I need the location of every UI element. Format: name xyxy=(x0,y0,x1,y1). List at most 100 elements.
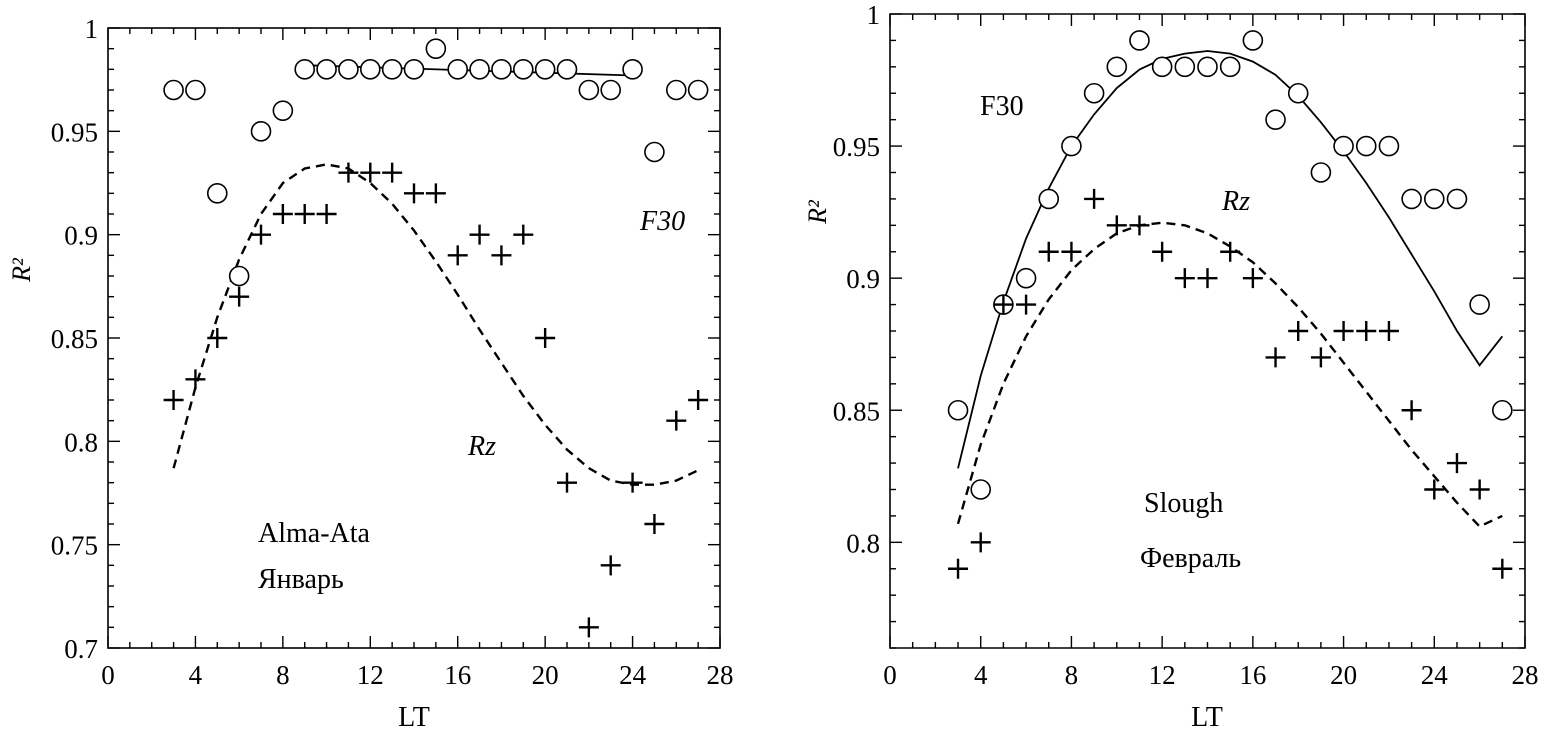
f30-point xyxy=(1333,135,1354,157)
f30-point xyxy=(578,79,600,101)
y-tick-label: 0.85 xyxy=(833,396,880,426)
f30-point xyxy=(185,79,206,101)
rz-point xyxy=(557,472,577,493)
y-tick-label: 0.95 xyxy=(51,117,98,147)
rz-point xyxy=(491,245,512,266)
x-tick-label: 0 xyxy=(883,660,897,690)
rz-point xyxy=(1265,347,1286,368)
f30-point xyxy=(316,59,337,80)
f30-point xyxy=(1446,188,1468,210)
rz-point xyxy=(272,204,293,224)
f30-point xyxy=(1492,399,1513,421)
rz-point xyxy=(1152,241,1173,262)
y-tick-label: 0.8 xyxy=(64,427,98,457)
y-axis-label: R² xyxy=(803,199,832,225)
f30-point xyxy=(1106,56,1128,78)
f30-point xyxy=(644,141,665,163)
f30-point xyxy=(1287,82,1309,104)
x-tick-label: 24 xyxy=(619,660,647,690)
rz-point xyxy=(1378,321,1399,341)
x-tick-label: 12 xyxy=(1149,660,1176,690)
rz-point xyxy=(600,555,621,576)
f30-point xyxy=(1061,135,1082,157)
fit-curve-rz xyxy=(172,163,699,486)
rz-point xyxy=(425,183,446,204)
f30-point xyxy=(947,399,969,421)
rz-point xyxy=(688,390,709,410)
f30-point xyxy=(1151,56,1173,78)
y-tick-label: 0.8 xyxy=(846,528,880,558)
x-tick-label: 12 xyxy=(357,660,384,690)
f30-series-label: F30 xyxy=(980,91,1024,122)
y-tick-label: 0.9 xyxy=(64,221,98,251)
chart-panel-alma-ata: 0 4 8 12 16 20 24 28 0.7 0.75 0.8 0.85 0.9 0.95 1 LT R… xyxy=(7,14,734,733)
rz-point xyxy=(1061,241,1082,262)
rz-point xyxy=(578,617,599,638)
chart-panel-slough: 0 4 8 12 16 20 24 28 0.8 0.85 0.9 0.95 1 LT R² F30 R… xyxy=(803,0,1539,733)
rz-point xyxy=(1016,294,1037,315)
rz-point xyxy=(1356,321,1377,341)
x-tick-label: 16 xyxy=(444,660,471,690)
rz-point xyxy=(1288,321,1309,341)
rz-point xyxy=(207,328,228,348)
rz-point xyxy=(469,224,490,245)
y-tick-label: 0.85 xyxy=(51,324,98,354)
f30-point xyxy=(1129,30,1150,51)
rz-point xyxy=(1174,268,1195,289)
x-tick-label: 4 xyxy=(974,660,988,690)
f30-point xyxy=(1083,82,1105,104)
f30-point xyxy=(1310,162,1332,183)
f30-point xyxy=(1355,135,1377,157)
rz-point xyxy=(1446,453,1467,474)
y-tick-label: 0.95 xyxy=(833,132,880,162)
f30-point xyxy=(1469,294,1490,315)
axis-ticks xyxy=(889,13,1526,649)
f30-point xyxy=(512,59,534,80)
f30-point xyxy=(687,79,709,101)
f30-point xyxy=(534,59,556,80)
x-tick-label: 4 xyxy=(189,660,203,690)
f30-point xyxy=(1174,56,1196,78)
rz-point xyxy=(1106,215,1127,236)
f30-point xyxy=(359,59,381,80)
x-tick-label: 28 xyxy=(707,660,734,690)
y-axis-label-text: R² xyxy=(803,199,832,225)
x-tick-label: 16 xyxy=(1239,660,1266,690)
rz-point xyxy=(1333,321,1354,341)
location-label: Slough xyxy=(1144,488,1223,519)
y-tick-label: 1 xyxy=(85,14,99,44)
rz-point xyxy=(1469,479,1490,500)
f30-point xyxy=(491,59,512,80)
f30-point xyxy=(600,79,622,101)
rz-point xyxy=(1084,188,1105,209)
f30-point xyxy=(272,100,294,121)
y-axis-label-text: R² xyxy=(7,257,36,283)
f30-point xyxy=(447,59,469,80)
fit-curves xyxy=(956,50,1504,528)
y-tick-label: 1 xyxy=(867,0,881,30)
x-axis-label: LT xyxy=(398,702,430,733)
fit-curves xyxy=(172,64,699,486)
rz-point xyxy=(1197,268,1218,289)
x-tick-label: 28 xyxy=(1512,660,1539,690)
rz-point xyxy=(622,472,643,493)
fit-curve-f30 xyxy=(957,50,1504,469)
f30-point xyxy=(294,59,316,80)
f30-point xyxy=(556,59,578,80)
rz-point xyxy=(666,410,687,431)
y-axis-label: R² xyxy=(7,257,36,283)
rz-point xyxy=(229,286,250,307)
f30-point xyxy=(1219,56,1241,78)
f30-point xyxy=(665,79,687,101)
tick-labels: 0 4 8 12 16 20 24 28 0.7 0.75 0.8 0.85 0.9 0.95 1 xyxy=(51,14,734,690)
x-tick-label: 24 xyxy=(1421,660,1449,690)
x-tick-label: 8 xyxy=(276,660,290,690)
f30-point xyxy=(250,121,272,142)
rz-point xyxy=(360,162,381,183)
rz-point xyxy=(993,294,1014,315)
f30-point xyxy=(338,59,359,80)
rz-point xyxy=(163,390,184,410)
rz-point xyxy=(447,245,468,266)
rz-point xyxy=(970,532,991,553)
